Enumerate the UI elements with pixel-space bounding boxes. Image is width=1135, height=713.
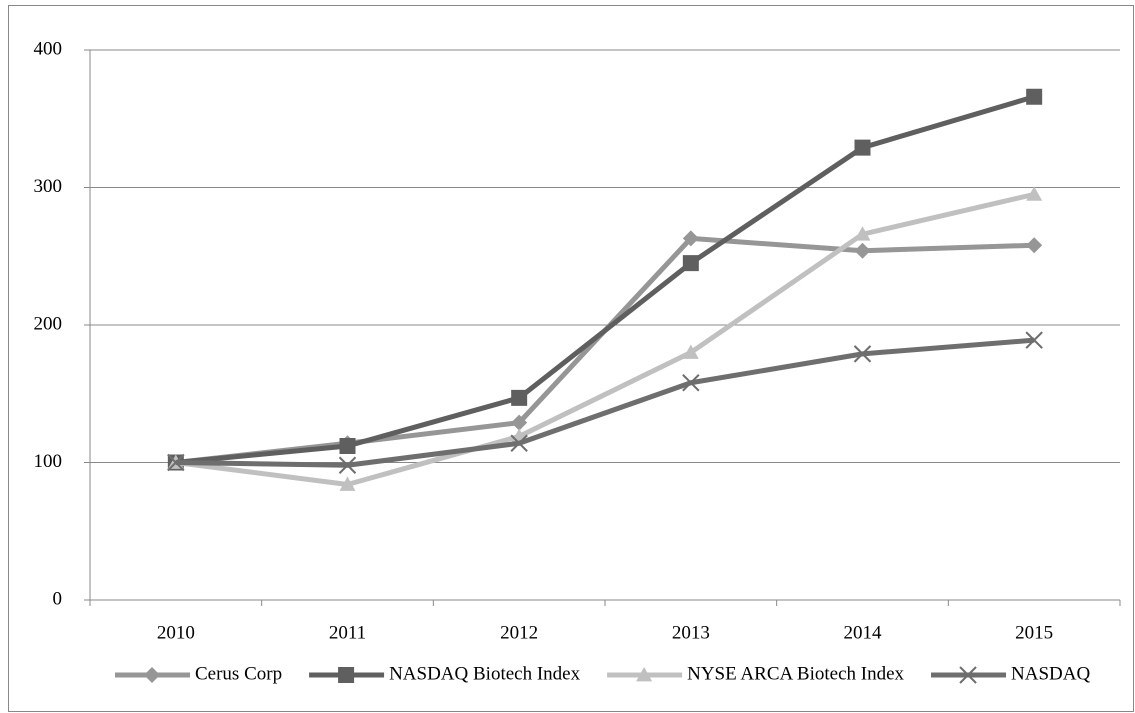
marker — [636, 667, 653, 682]
marker — [338, 667, 355, 683]
legend-label: NYSE ARCA Biotech Index — [687, 663, 904, 684]
marker — [338, 456, 357, 474]
legend-label: NASDAQ — [1011, 663, 1090, 684]
y-tick-label: 300 — [34, 176, 63, 197]
marker — [1026, 88, 1043, 105]
x-tick-label: 2013 — [672, 622, 710, 643]
marker — [682, 255, 699, 272]
marker — [511, 414, 528, 431]
y-tick-label: 100 — [34, 451, 63, 472]
series-line — [175, 94, 1035, 465]
marker — [682, 230, 699, 247]
legend-label: NASDAQ Biotech Index — [389, 663, 581, 684]
marker — [682, 374, 700, 392]
marker — [959, 666, 977, 684]
marker — [1026, 186, 1043, 201]
y-tick-label: 0 — [53, 588, 63, 609]
marker — [144, 667, 160, 683]
x-tick-label: 2011 — [329, 622, 366, 643]
x-tick-label: 2012 — [500, 622, 538, 643]
marker — [854, 242, 871, 259]
y-tick-label: 200 — [34, 313, 63, 334]
marker — [510, 434, 528, 452]
marker — [339, 438, 356, 454]
marker — [339, 476, 356, 491]
marker — [854, 139, 871, 156]
y-tick-label: 400 — [34, 38, 63, 59]
series-line — [175, 191, 1035, 487]
x-tick-label: 2010 — [157, 622, 195, 643]
marker — [682, 344, 699, 359]
marker — [854, 226, 871, 241]
marker — [1026, 237, 1043, 254]
marker — [511, 389, 528, 406]
x-tick-label: 2014 — [844, 622, 883, 643]
x-tick-label: 2015 — [1015, 622, 1053, 643]
marker — [167, 453, 185, 472]
series-line — [175, 337, 1035, 468]
legend-label: Cerus Corp — [195, 663, 282, 684]
marker — [1025, 331, 1043, 349]
marker — [853, 345, 872, 363]
